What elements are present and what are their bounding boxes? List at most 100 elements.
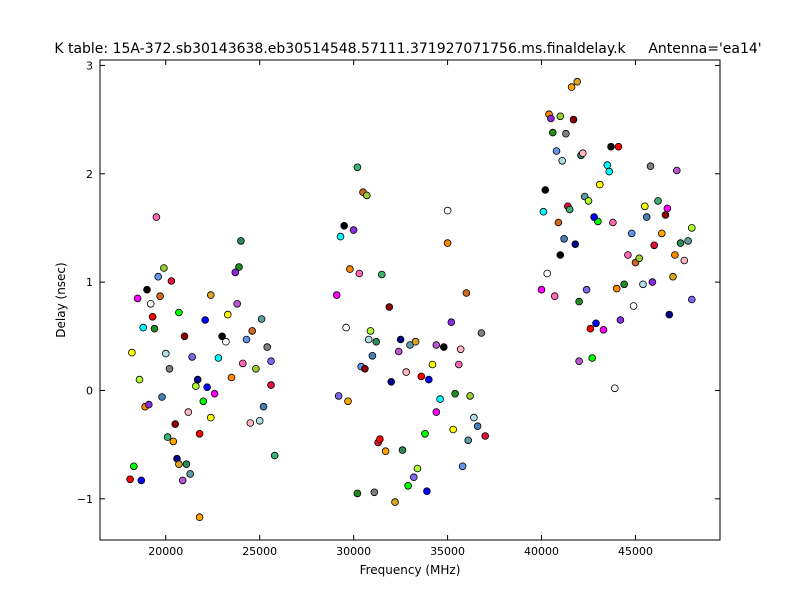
data-point [169, 437, 178, 446]
data-point [663, 204, 672, 213]
data-point [158, 393, 166, 401]
data-point [616, 316, 625, 324]
data-point [214, 354, 223, 362]
data-point [447, 318, 456, 327]
data-point [143, 285, 151, 294]
data-point [385, 303, 394, 311]
data-point [178, 476, 187, 485]
data-point [642, 213, 651, 221]
data-point [586, 324, 595, 333]
data-point [349, 226, 358, 234]
data-point [332, 291, 341, 299]
data-point [353, 163, 362, 172]
data-point [267, 381, 275, 389]
y-tick-label: 3 [86, 59, 93, 72]
x-tick-label: 40000 [524, 545, 559, 558]
data-point [207, 413, 215, 422]
data-point [592, 319, 600, 328]
data-point [539, 207, 548, 216]
data-point [569, 115, 578, 124]
data-point [239, 359, 247, 368]
data-point [672, 166, 681, 175]
data-point [257, 315, 266, 323]
data-point [413, 464, 422, 473]
data-point [171, 420, 180, 428]
data-point [404, 481, 412, 490]
data-point [454, 360, 463, 369]
x-tick-label: 45000 [618, 545, 653, 558]
data-point [192, 382, 200, 390]
data-point [334, 392, 343, 400]
data-point [336, 232, 345, 241]
data-point [684, 237, 692, 245]
data-point [558, 157, 566, 165]
data-point [635, 254, 643, 263]
data-point [193, 375, 202, 384]
data-point [199, 397, 208, 406]
points-layer [126, 77, 696, 521]
data-point [231, 268, 240, 277]
data-point [588, 354, 596, 362]
data-point [687, 295, 696, 304]
data-point [582, 285, 591, 294]
data-point [370, 488, 379, 497]
data-point [436, 395, 444, 403]
data-point [387, 377, 396, 386]
data-point [439, 343, 448, 351]
data-point [167, 277, 176, 285]
chart-title: K table: 15A-372.sb30143638.eb30514548.5… [54, 41, 626, 57]
data-point [135, 375, 144, 384]
data-point [481, 432, 490, 440]
data-point [665, 310, 674, 319]
x-tick-label: 20000 [148, 545, 183, 558]
data-point [137, 476, 146, 485]
data-point [402, 368, 411, 376]
x-tick-label: 35000 [430, 545, 465, 558]
data-point [548, 128, 557, 137]
data-point [406, 341, 414, 349]
data-point [595, 180, 604, 189]
data-point [175, 308, 183, 317]
data-point [235, 263, 243, 271]
data-point [353, 489, 362, 498]
data-point [609, 218, 617, 227]
data-point [128, 348, 136, 357]
data-point [646, 162, 655, 171]
data-point [362, 191, 371, 200]
data-point [355, 269, 364, 278]
data-point [148, 312, 157, 321]
data-point [162, 349, 170, 358]
data-point [590, 213, 598, 221]
data-point [473, 422, 482, 431]
data-point [195, 513, 204, 521]
data-point [449, 425, 458, 434]
data-point [575, 297, 583, 306]
data-point [218, 332, 226, 341]
data-point [470, 413, 478, 422]
data-point [464, 436, 473, 445]
data-point [556, 251, 565, 259]
data-point [565, 205, 574, 214]
data-point [610, 384, 619, 393]
data-point [364, 335, 373, 344]
data-point [139, 323, 148, 332]
data-point [146, 299, 155, 308]
data-point [640, 202, 649, 211]
x-axis-label: Frequency (MHz) [360, 563, 461, 577]
data-point [126, 475, 134, 484]
data-point [462, 289, 471, 297]
data-point [381, 447, 390, 456]
data-point [648, 278, 657, 286]
data-point [252, 364, 260, 373]
data-point [432, 341, 441, 349]
data-point [423, 487, 431, 496]
data-point [562, 129, 570, 138]
data-point [627, 229, 636, 238]
data-point [411, 337, 420, 346]
data-point [614, 142, 623, 151]
data-point [417, 372, 426, 381]
data-point [612, 284, 621, 293]
data-point [584, 197, 593, 205]
data-point [203, 383, 211, 392]
